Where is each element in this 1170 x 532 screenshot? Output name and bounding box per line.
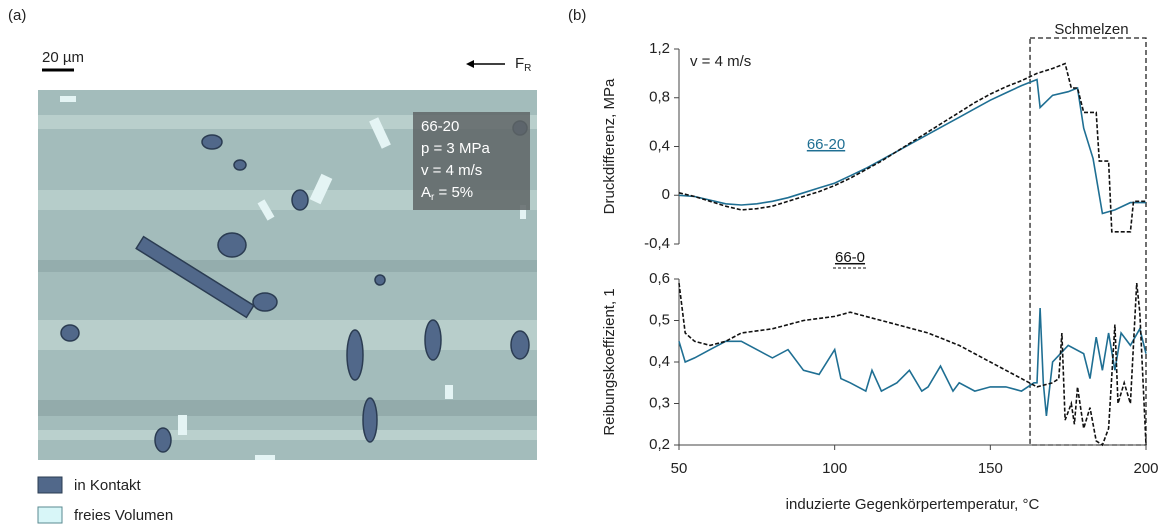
y-tick-label: -0,4 — [644, 235, 670, 252]
info-rest: = 5% — [434, 184, 473, 201]
line-series — [678, 307, 1147, 416]
x-tick-label: 50 — [671, 460, 688, 477]
info-line: 66-20 — [421, 118, 459, 135]
annotation: v = 4 m/s — [690, 53, 751, 70]
info-line: Ar = 5% — [421, 184, 473, 203]
melting-box — [1029, 37, 1147, 446]
y-tick-label: 0,6 — [649, 270, 670, 287]
y-tick-label: 0,8 — [649, 89, 670, 106]
y-axis-label: Druckdifferenz, MPa — [601, 78, 618, 214]
line-series — [678, 62, 1146, 233]
x-tick-label: 200 — [1133, 460, 1158, 477]
legend-swatch — [37, 476, 63, 494]
line-series — [678, 78, 1146, 215]
scale-bar-label: 20 µm — [42, 49, 84, 66]
y-tick-label: 0,5 — [649, 311, 670, 328]
y-tick-label: 0,3 — [649, 394, 670, 411]
x-axis-label: induzierte Gegenkörpertemperatur, °C — [786, 496, 1040, 513]
y-tick-label: 0,4 — [649, 353, 670, 370]
y-tick-label: 0,4 — [649, 137, 670, 154]
panel-label: (b) — [568, 7, 586, 24]
y-tick-label: 1,2 — [649, 40, 670, 57]
info-line: p = 3 MPa — [421, 140, 490, 157]
x-tick-label: 150 — [978, 460, 1003, 477]
micrograph — [38, 90, 537, 460]
info-subscript: r — [431, 192, 435, 203]
y-tick-label: 0,2 — [649, 436, 670, 453]
y-tick-label: 0 — [662, 186, 670, 203]
line-series — [678, 283, 1147, 447]
legend-swatch — [37, 506, 63, 524]
highlight-label: Schmelzen — [1054, 21, 1128, 38]
y-axis-label: Reibungskoeffizient, 1 — [601, 288, 618, 435]
legend-label: freies Volumen — [74, 507, 173, 524]
force-label: FR — [515, 55, 531, 74]
legend-label: in Kontakt — [74, 477, 142, 494]
info-line: v = 4 m/s — [421, 162, 482, 179]
force-arrow: FR — [466, 55, 531, 74]
info-box: 66-20 p = 3 MPa v = 4 m/s Ar = 5% — [421, 118, 490, 203]
series-label: 66-0 — [835, 249, 865, 266]
info-symbol: A — [421, 184, 431, 201]
series-label: 66-20 — [807, 136, 845, 153]
x-tick-label: 100 — [822, 460, 847, 477]
panel-label: (a) — [8, 7, 26, 24]
